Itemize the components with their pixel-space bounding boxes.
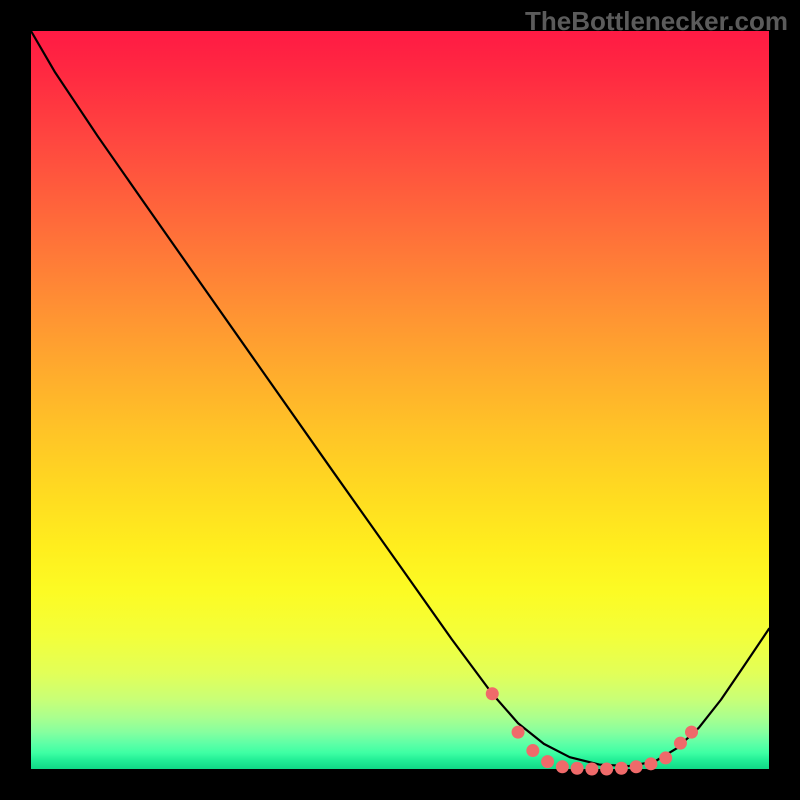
- data-marker: [541, 755, 554, 768]
- chart-stage: TheBottlenecker.com: [0, 0, 800, 800]
- gradient-background: [31, 31, 769, 769]
- data-marker: [659, 751, 672, 764]
- data-marker: [600, 763, 613, 776]
- chart-svg: [0, 0, 800, 800]
- data-marker: [630, 760, 643, 773]
- data-marker: [615, 762, 628, 775]
- data-marker: [526, 744, 539, 757]
- data-marker: [585, 763, 598, 776]
- watermark-text: TheBottlenecker.com: [525, 6, 788, 37]
- data-marker: [512, 726, 525, 739]
- data-marker: [556, 760, 569, 773]
- data-marker: [685, 726, 698, 739]
- data-marker: [486, 687, 499, 700]
- data-marker: [674, 737, 687, 750]
- data-marker: [644, 757, 657, 770]
- data-marker: [571, 762, 584, 775]
